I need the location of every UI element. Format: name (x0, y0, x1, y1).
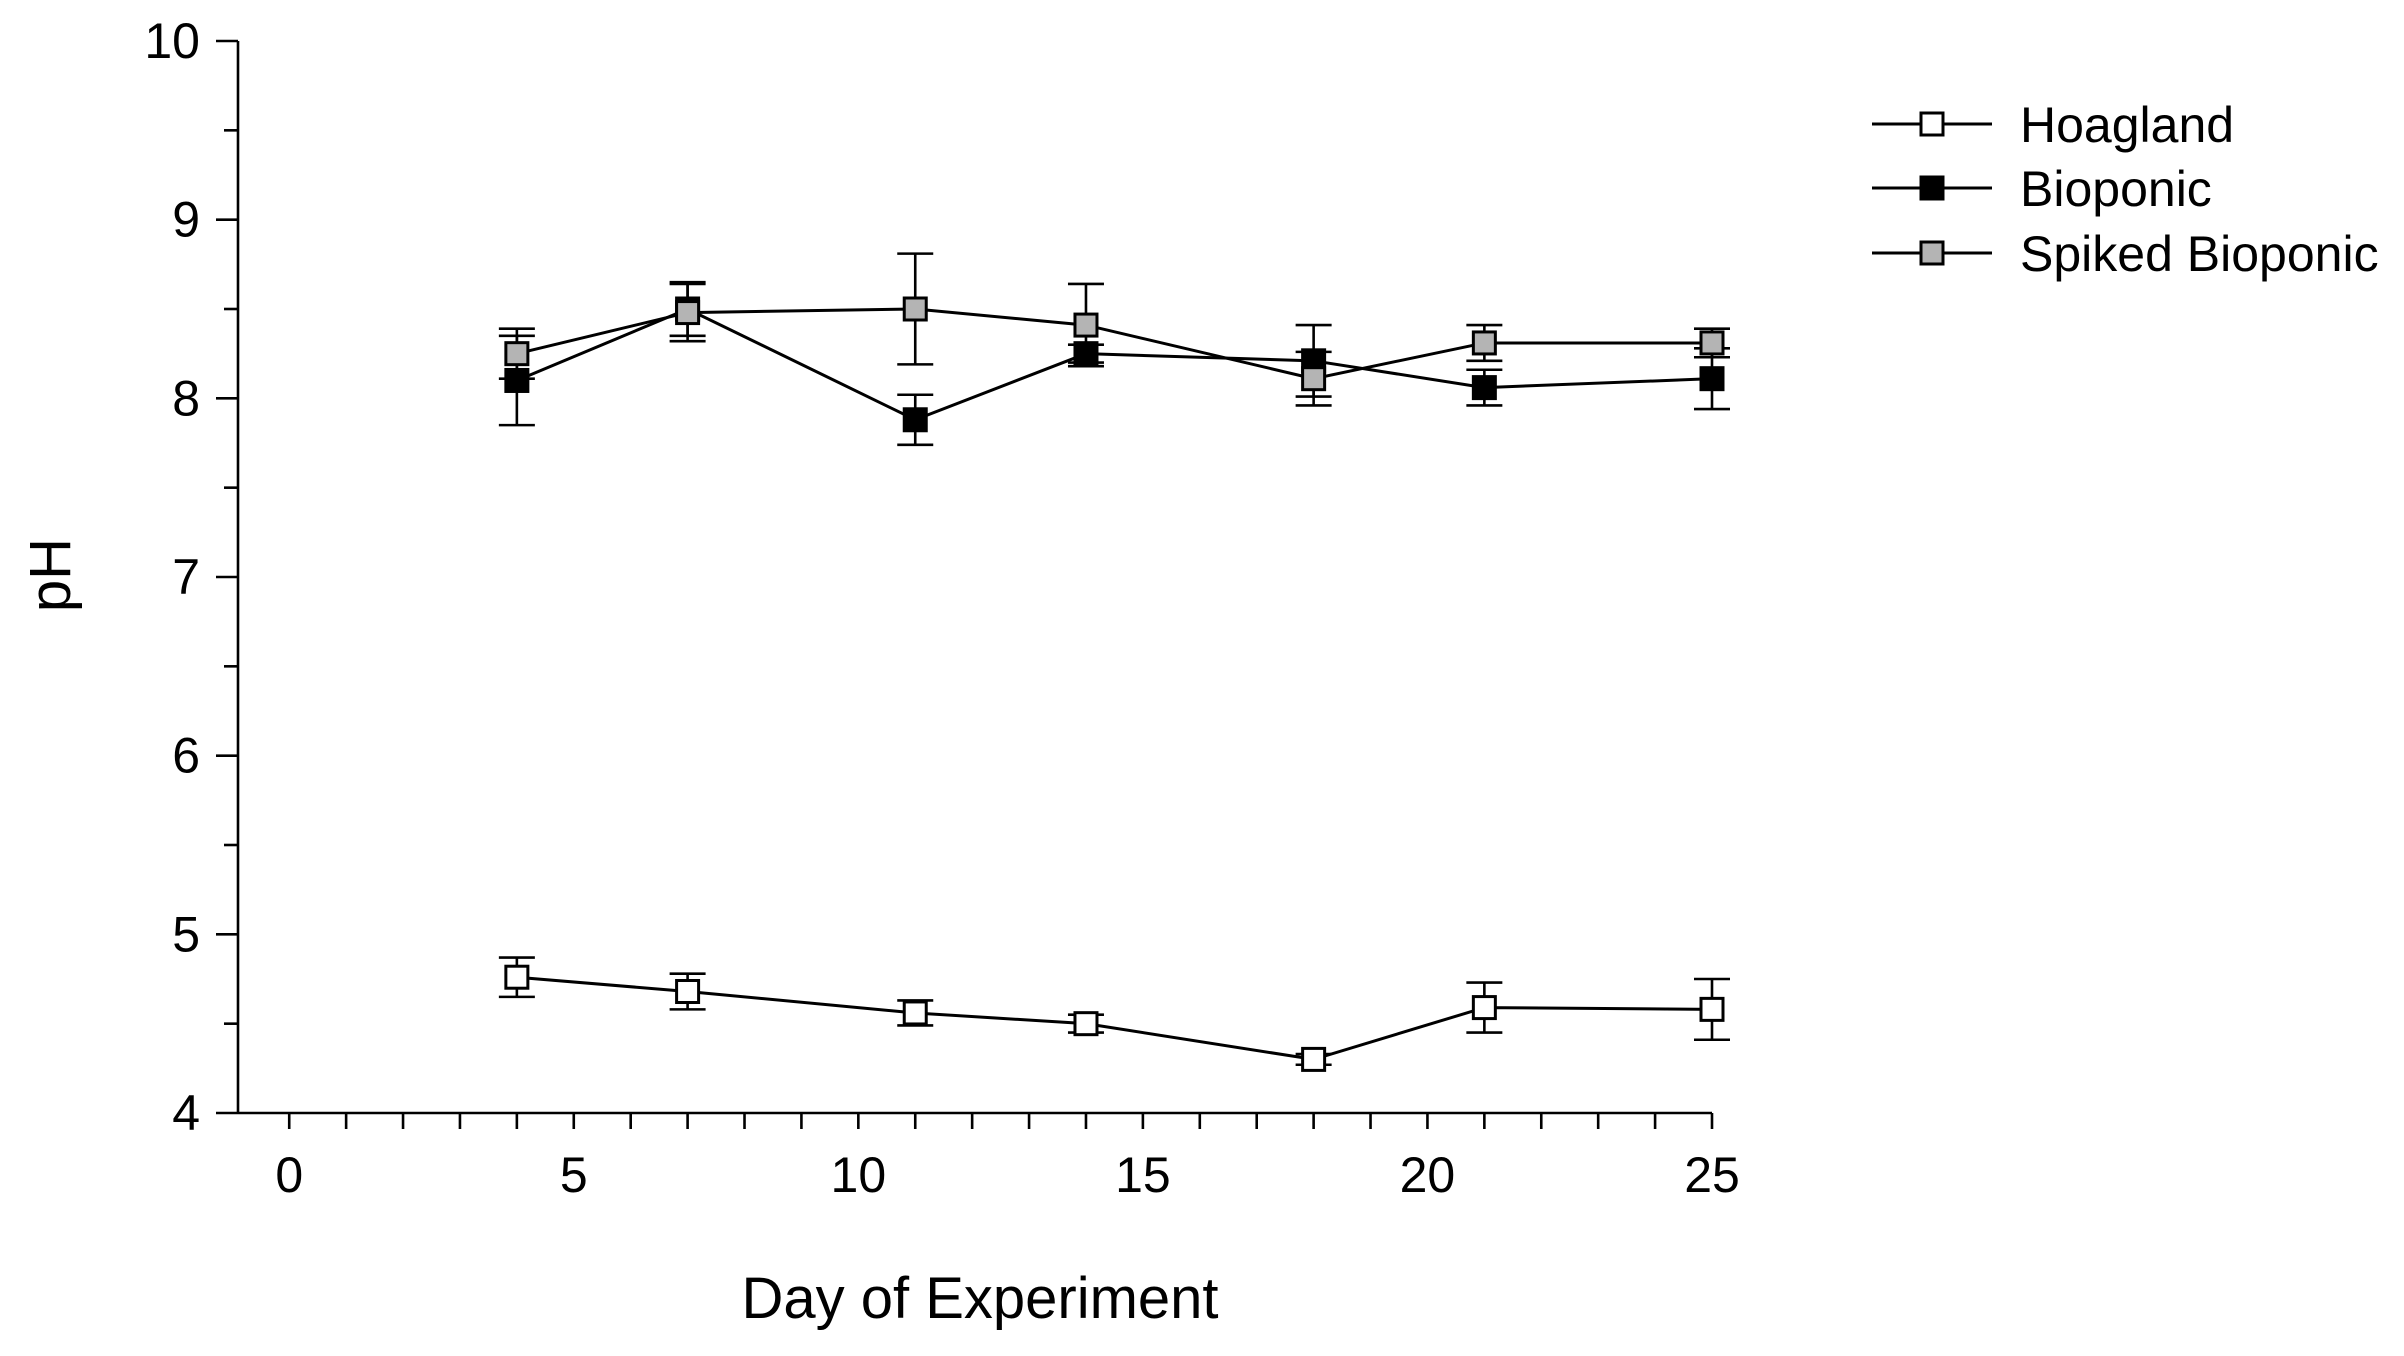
legend-label: Spiked Bioponic (2020, 226, 2379, 282)
hoagland-point (1301, 1046, 1327, 1072)
bioponic-point (1471, 375, 1497, 401)
y-tick-label: 8 (172, 370, 200, 426)
legend-marker (1919, 175, 1945, 201)
series-spiked-bioponic (498, 252, 1730, 407)
legend-marker (1919, 111, 1945, 137)
y-tick-label: 10 (144, 13, 200, 69)
y-tick-label: 4 (172, 1085, 200, 1141)
x-tick-label: 10 (831, 1147, 887, 1203)
hoagland-point (504, 964, 530, 990)
axes (236, 41, 1712, 1115)
x-tick-label: 20 (1400, 1147, 1456, 1203)
x-tick-label: 0 (275, 1147, 303, 1203)
legend: Hoagland Bioponic Spiked Bioponic (1872, 97, 2379, 282)
legend-label: Hoagland (2020, 97, 2234, 153)
bioponic-line (516, 307, 1713, 422)
hoagland-point (1471, 995, 1497, 1021)
legend-marker (1919, 240, 1945, 266)
spiked-bioponic-point (1301, 366, 1327, 392)
y-tick-label: 7 (172, 549, 200, 605)
y-tick-label: 5 (172, 906, 200, 962)
legend-item-hoagland: Hoagland (1872, 97, 2234, 153)
data-series (498, 252, 1730, 1072)
x-tick-label: 5 (560, 1147, 588, 1203)
y-tick-label: 9 (172, 192, 200, 248)
bioponic-point (902, 407, 928, 433)
spiked-bioponic-point (675, 300, 701, 326)
x-axis-label: Day of Experiment (741, 1266, 1218, 1331)
hoagland-point (1699, 996, 1725, 1022)
hoagland-point (1073, 1011, 1099, 1037)
spiked-bioponic-point (902, 296, 928, 322)
x-axis-ticks: 0 5 10 15 20 25 (275, 1113, 1740, 1203)
legend-label: Bioponic (2020, 161, 2212, 217)
x-tick-label: 15 (1115, 1147, 1171, 1203)
legend-item-bioponic: Bioponic (1872, 161, 2212, 217)
spiked-bioponic-point (504, 341, 530, 367)
spiked-bioponic-point (1073, 312, 1099, 338)
y-axis-label: pH (18, 538, 83, 612)
spiked-bioponic-point (1699, 330, 1725, 356)
y-axis-ticks: 4 5 6 7 8 9 10 (144, 13, 238, 1141)
hoagland-point (675, 979, 701, 1005)
series-hoagland (498, 956, 1730, 1072)
y-tick-label: 6 (172, 728, 200, 784)
hoagland-point (902, 1000, 928, 1026)
x-tick-label: 25 (1684, 1147, 1740, 1203)
bioponic-point (1699, 366, 1725, 392)
spiked-bioponic-point (1471, 330, 1497, 356)
legend-item-spiked-bioponic: Spiked Bioponic (1872, 226, 2379, 282)
